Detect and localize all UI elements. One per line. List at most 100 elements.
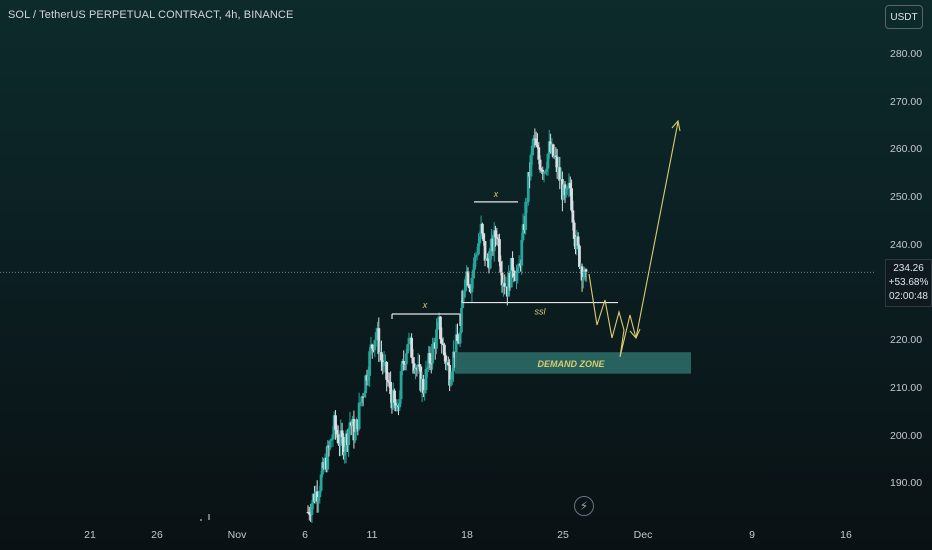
candle-body: [450, 371, 454, 380]
candle-body: [406, 344, 410, 354]
candle-body: [412, 363, 416, 371]
candle-body: [307, 512, 311, 515]
lightning-icon[interactable]: ⚡: [574, 496, 594, 516]
candle-body: [543, 171, 547, 173]
candle-body: [460, 308, 463, 333]
candle-body: [380, 352, 383, 361]
time-tick: 25: [557, 529, 569, 541]
candle-body: [482, 233, 486, 242]
candle-body: [343, 451, 347, 456]
price-tick: 220.00: [890, 334, 923, 347]
candle-body: [524, 201, 528, 230]
candle-body: [419, 366, 423, 391]
candle-body: [321, 462, 324, 475]
candle-body: [551, 144, 555, 158]
candle-body: [516, 267, 520, 274]
price-change: +53.68%: [888, 277, 929, 288]
candle-series: [200, 128, 588, 523]
candle-body: [424, 369, 428, 391]
candle-body: [546, 153, 550, 169]
candle-body: [580, 266, 584, 281]
candle-body: [336, 434, 340, 444]
candle-body: [536, 144, 539, 148]
candle-body: [576, 236, 580, 246]
price-tick: 210.00: [890, 381, 923, 394]
candle-body: [373, 340, 377, 351]
time-tick: 26: [151, 529, 163, 541]
candle-body: [440, 339, 444, 344]
candle-body: [503, 283, 507, 287]
candle-body: [366, 375, 370, 381]
candle-body: [335, 429, 339, 435]
time-tick: 6: [302, 529, 308, 541]
candle-body: [377, 328, 381, 355]
candle-body: [425, 368, 429, 370]
candle-body: [444, 355, 448, 364]
candle-body: [566, 187, 570, 189]
candle-body: [532, 138, 535, 146]
candle-body: [537, 147, 541, 160]
candle-body: [317, 497, 320, 502]
candle-body: [568, 182, 572, 189]
candle-body: [558, 167, 562, 181]
candle-body: [483, 241, 487, 261]
price-tick: 260.00: [890, 143, 923, 156]
candle-body: [512, 270, 516, 277]
candle-body: [385, 361, 389, 380]
candle-body: [578, 245, 581, 267]
candle-body: [441, 343, 445, 345]
candle-body: [347, 428, 351, 446]
candle-body: [386, 379, 390, 382]
price-tick: 190.00: [890, 477, 923, 490]
candle-body: [477, 243, 480, 255]
time-tick: 16: [840, 529, 852, 541]
candle-body: [389, 381, 393, 395]
candle-body: [466, 271, 470, 286]
currency-button[interactable]: USDT: [885, 5, 923, 29]
candle-body: [452, 351, 455, 372]
candle-body: [463, 279, 467, 292]
candle-body: [475, 254, 479, 256]
candle-body: [525, 201, 529, 203]
candle-body: [471, 269, 475, 278]
candle-body: [448, 365, 452, 386]
candle-body: [470, 277, 474, 293]
projection-path: [588, 121, 679, 358]
candle-body: [511, 257, 514, 271]
candle-body: [319, 474, 323, 491]
price-tick: 270.00: [890, 95, 923, 108]
time-scale[interactable]: 21 26 Nov 6 11 18 25 Dec 9 16: [0, 523, 876, 550]
candle-body: [315, 491, 319, 502]
candle-body: [481, 223, 484, 234]
bar-countdown: 02:00:48: [889, 291, 928, 302]
price-scale[interactable]: 190.00200.00210.00220.00230.00240.00250.…: [876, 0, 932, 523]
candle-body: [309, 514, 313, 516]
candle-body: [492, 230, 496, 252]
price-chart[interactable]: DEMAND ZONE x x ssl: [0, 0, 876, 523]
candle-body: [526, 172, 530, 202]
candle-body: [555, 156, 559, 172]
candle-body: [423, 390, 427, 394]
candle-body: [474, 255, 478, 258]
time-tick: Dec: [633, 529, 653, 541]
candle-body: [529, 155, 533, 177]
candle-body: [359, 402, 362, 404]
candle-body: [357, 402, 361, 429]
time-tick: 9: [749, 529, 755, 541]
arrowhead-icon: [629, 328, 641, 340]
last-price-tag: 234.26 +53.68% 02:00:48: [885, 259, 932, 307]
arrowhead-icon: [671, 119, 681, 132]
candle-body: [370, 344, 374, 349]
candle-body: [418, 364, 421, 367]
candle-body: [462, 291, 466, 298]
candle-body: [486, 258, 490, 261]
demand-zone-label: DEMAND ZONE: [538, 359, 606, 369]
candle-body: [495, 237, 499, 239]
candle-body: [340, 430, 344, 437]
candle-body: [534, 138, 538, 145]
candle-body: [328, 440, 332, 448]
candle-body: [538, 159, 542, 170]
candle-body: [467, 285, 471, 288]
candle-body: [572, 222, 576, 239]
candle-body: [541, 169, 545, 175]
